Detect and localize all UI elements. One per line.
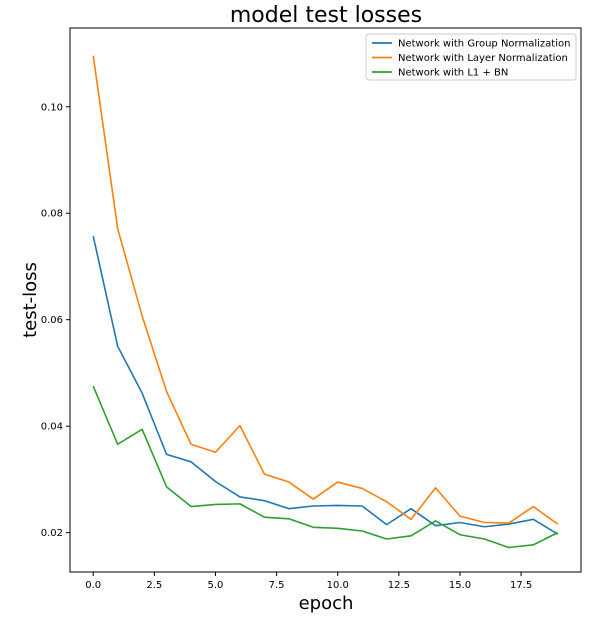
plot-frame xyxy=(69,27,582,573)
x-tick-label: 15.0 xyxy=(449,580,471,591)
legend-entry: Network with L1 + BN xyxy=(398,68,508,79)
y-axis-label: test-loss xyxy=(20,262,41,338)
series-line xyxy=(92,385,559,549)
legend-entry: Network with Group Normalization xyxy=(398,39,570,50)
series-line xyxy=(92,235,559,535)
x-axis: 0.0 2.5 5.0 7.5 10.0 12.5 15.0 17.5 xyxy=(85,572,532,591)
x-tick-label: 17.5 xyxy=(510,580,532,591)
legend: Network with Group Normalization Network … xyxy=(365,33,577,81)
x-axis-label: epoch xyxy=(299,593,354,614)
legend-entry: Network with Layer Normalization xyxy=(398,53,568,64)
series-lines xyxy=(92,55,559,549)
y-tick-label: 0.06 xyxy=(41,315,63,326)
y-tick-label: 0.02 xyxy=(41,528,63,539)
y-axis: 0.02 0.04 0.06 0.08 0.10 xyxy=(41,102,70,539)
y-tick-label: 0.10 xyxy=(41,102,63,113)
chart-title: model test losses xyxy=(230,3,422,28)
x-tick-label: 2.5 xyxy=(146,580,162,591)
x-tick-label: 10.0 xyxy=(327,580,349,591)
x-tick-label: 7.5 xyxy=(269,580,285,591)
x-tick-label: 0.0 xyxy=(85,580,101,591)
x-tick-label: 12.5 xyxy=(388,580,410,591)
plot-area xyxy=(69,27,582,573)
series-line xyxy=(92,55,559,525)
legend-box xyxy=(365,33,577,81)
x-tick-label: 5.0 xyxy=(208,580,224,591)
y-tick-label: 0.08 xyxy=(41,209,63,220)
y-tick-label: 0.04 xyxy=(41,422,63,433)
